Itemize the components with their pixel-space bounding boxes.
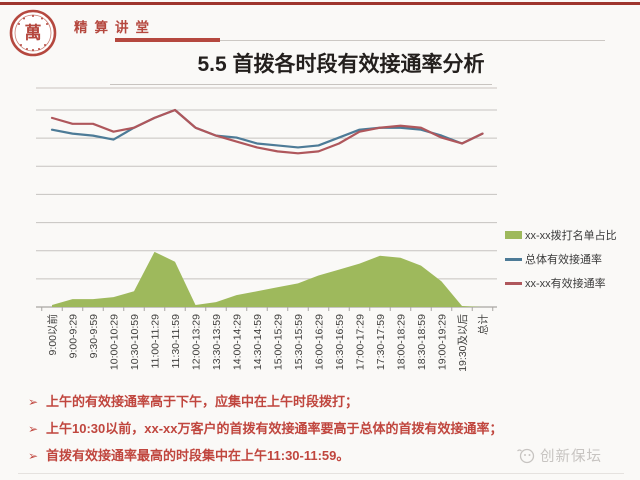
x-axis-label: 19:30及以后 [457, 314, 469, 372]
note-item: ➢ 首拨有效接通率最高的时段集中在上午11:30-11:59。 [28, 447, 618, 465]
notes-list: ➢ 上午的有效接通率高于下午，应集中在上午时段拨打； ➢ 上午10:30以前，x… [28, 393, 618, 474]
title-underline [110, 84, 492, 85]
brand-title: 精算讲堂 [74, 20, 156, 35]
actuary-seal-logo-icon: 萬 [9, 9, 57, 57]
x-axis-label: 16:30-16:59 [334, 314, 346, 370]
x-axis-label: 17:00-17:29 [355, 314, 367, 370]
x-axis-label: 9:00-9:29 [68, 314, 80, 359]
x-axis-label: 10:00-10:29 [109, 314, 121, 370]
legend-label: xx-xx有效接通率 [525, 278, 606, 290]
header-rule [220, 40, 605, 41]
legend-item-segment-line: xx-xx有效接通率 [505, 271, 640, 295]
x-axis-label: 18:00-18:29 [396, 314, 408, 370]
x-axis-label: 11:30-11:59 [170, 314, 182, 369]
note-item: ➢ 上午的有效接通率高于下午，应集中在上午时段拨打； [28, 393, 618, 411]
x-axis-label: 18:30-18:59 [416, 314, 428, 370]
watermark: 创新保坛 [516, 445, 602, 466]
legend-item-total-line: 总体有效接通率 [505, 247, 640, 271]
line-series [50, 108, 484, 149]
bullet-arrow-icon: ➢ [28, 395, 39, 409]
x-axis-label: 10:30-10:59 [129, 314, 141, 370]
note-item: ➢ 上午10:30以前，xx-xx万客户的首拨有效接通率要高于总体的首拨有效接通… [28, 420, 618, 438]
footer-rule [18, 473, 624, 474]
slide-top-border [0, 2, 640, 5]
area-series [52, 251, 483, 307]
line-series [50, 108, 484, 155]
chart-canvas: 9:00以前 9:00-9:29 9:30-9:59 10:00-10:29 10:30… [36, 87, 497, 372]
x-axis-label: 13:30-13:59 [211, 314, 223, 370]
page-title: 5.5 首拨各时段有效接通率分析 [197, 53, 485, 76]
x-axis-label: 9:00以前 [46, 314, 59, 355]
chart-legend: xx-xx拨打名单占比 总体有效接通率 xx-xx有效接通率 [505, 223, 640, 295]
legend-label: xx-xx拨打名单占比 [525, 230, 617, 242]
x-axis-label: 16:00-16:29 [314, 314, 326, 370]
bullet-arrow-icon: ➢ [28, 449, 39, 463]
legend-label: 总体有效接通率 [525, 254, 602, 266]
watermark-face-icon [517, 448, 535, 464]
watermark-text: 创新保坛 [540, 449, 602, 465]
legend-swatch-line [505, 257, 522, 261]
note-text: 上午10:30以前，xx-xx万客户的首拨有效接通率要高于总体的首拨有效接通率； [46, 421, 503, 436]
logo-center-glyph: 萬 [25, 23, 42, 43]
note-text: 首拨有效接通率最高的时段集中在上午11:30-11:59。 [46, 448, 350, 463]
legend-item-area: xx-xx拨打名单占比 [505, 223, 640, 247]
x-axis-label: 14:00-14:29 [232, 314, 244, 370]
x-axis-label: 14:30-14:59 [252, 314, 264, 370]
x-axis-label: 15:30-15:59 [293, 314, 305, 370]
x-axis-label: 12:00-13:29 [191, 314, 203, 370]
x-axis-label: 11:00-11:29 [150, 314, 162, 369]
legend-swatch-line [505, 281, 522, 285]
x-axis-label: 19:00-19:29 [437, 314, 449, 370]
x-axis-label: 9:30-9:59 [88, 314, 100, 359]
x-axis-label: 17:30-17:59 [375, 314, 387, 370]
brand-accent-bar [115, 38, 220, 42]
legend-swatch-area [505, 231, 522, 239]
note-text: 上午的有效接通率高于下午，应集中在上午时段拨打； [46, 394, 359, 409]
bullet-arrow-icon: ➢ [28, 422, 39, 436]
x-axis-label: 15:00-15:29 [273, 314, 285, 370]
x-axis-label: 总计 [477, 314, 490, 335]
